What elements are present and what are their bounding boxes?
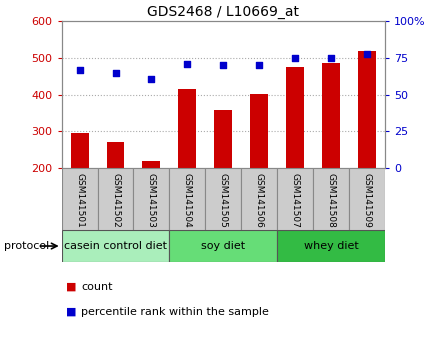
Bar (322, 63, 340, 168)
Bar (214, 110, 232, 168)
Bar (169, 230, 277, 262)
Bar (106, 142, 125, 168)
Bar (98, 168, 133, 230)
Text: GSM141508: GSM141508 (326, 173, 336, 228)
Title: GDS2468 / L10669_at: GDS2468 / L10669_at (147, 5, 299, 19)
Text: GSM141502: GSM141502 (111, 173, 120, 228)
Text: count: count (81, 282, 113, 292)
Text: soy diet: soy diet (201, 241, 246, 251)
Point (292, 55, 299, 61)
Text: protocol: protocol (4, 241, 50, 251)
Text: GSM141503: GSM141503 (147, 173, 156, 228)
Bar (277, 168, 313, 230)
Point (363, 51, 370, 56)
Point (327, 55, 335, 61)
Text: whey diet: whey diet (304, 241, 359, 251)
Bar (133, 168, 169, 230)
Point (148, 76, 155, 81)
Bar (358, 51, 376, 168)
Bar (62, 230, 169, 262)
Bar (313, 168, 349, 230)
Bar (143, 161, 161, 168)
Bar (169, 168, 205, 230)
Text: GSM141505: GSM141505 (219, 173, 228, 228)
Point (76, 67, 83, 73)
Point (184, 61, 191, 67)
Point (112, 70, 119, 75)
Bar (241, 168, 277, 230)
Point (220, 62, 227, 68)
Bar (286, 67, 304, 168)
Text: GSM141509: GSM141509 (363, 173, 371, 228)
Bar (70, 133, 88, 168)
Text: percentile rank within the sample: percentile rank within the sample (81, 307, 269, 316)
Text: GSM141507: GSM141507 (291, 173, 300, 228)
Bar (62, 168, 98, 230)
Text: ■: ■ (66, 307, 77, 316)
Bar (349, 168, 385, 230)
Point (256, 62, 263, 68)
Text: GSM141504: GSM141504 (183, 173, 192, 228)
Bar (250, 93, 268, 168)
Bar (205, 168, 241, 230)
Text: casein control diet: casein control diet (64, 241, 167, 251)
Bar (277, 230, 385, 262)
Text: ■: ■ (66, 282, 77, 292)
Bar (178, 89, 196, 168)
Text: GSM141506: GSM141506 (255, 173, 264, 228)
Text: GSM141501: GSM141501 (75, 173, 84, 228)
